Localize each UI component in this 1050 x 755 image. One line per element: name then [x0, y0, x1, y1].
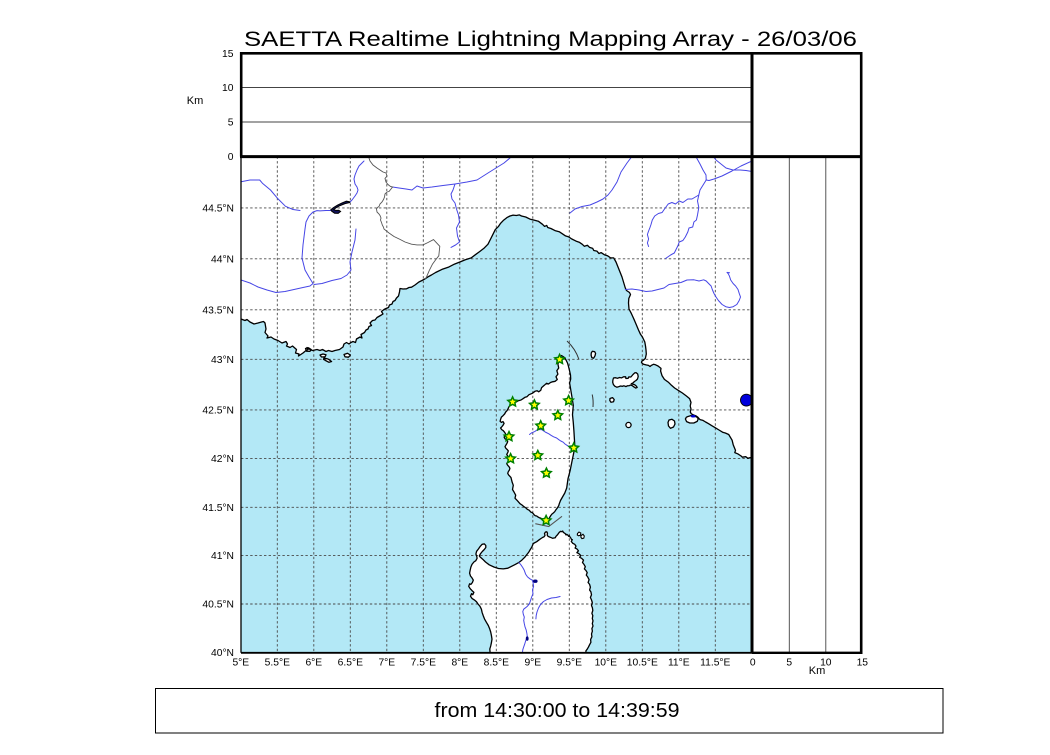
svg-text:10.5°E: 10.5°E	[627, 658, 658, 669]
svg-text:15: 15	[222, 49, 234, 60]
svg-text:15: 15	[857, 658, 869, 669]
svg-text:5°E: 5°E	[232, 658, 249, 669]
svg-text:10: 10	[222, 83, 234, 94]
svg-text:44°N: 44°N	[211, 254, 234, 265]
svg-text:40.5°N: 40.5°N	[202, 600, 234, 611]
svg-text:43.5°N: 43.5°N	[202, 305, 234, 316]
svg-text:10: 10	[820, 658, 832, 669]
svg-text:11.5°E: 11.5°E	[700, 658, 730, 669]
svg-text:0: 0	[228, 152, 234, 163]
svg-text:SAETTA Realtime Lightning Mapp: SAETTA Realtime Lightning Mapping Array …	[244, 28, 857, 51]
svg-text:42°N: 42°N	[211, 454, 234, 465]
svg-text:40°N: 40°N	[211, 648, 234, 659]
svg-text:8.5°E: 8.5°E	[484, 658, 509, 669]
svg-text:10°E: 10°E	[595, 658, 618, 669]
svg-text:0: 0	[750, 658, 756, 669]
svg-text:5: 5	[786, 658, 792, 669]
svg-text:8°E: 8°E	[451, 658, 468, 669]
svg-text:44.5°N: 44.5°N	[202, 203, 234, 214]
svg-text:6°E: 6°E	[305, 658, 322, 669]
svg-text:41.5°N: 41.5°N	[202, 503, 234, 514]
svg-text:5.5°E: 5.5°E	[265, 658, 290, 669]
svg-text:7°E: 7°E	[378, 658, 395, 669]
svg-text:5: 5	[228, 118, 234, 129]
svg-text:Km: Km	[187, 95, 204, 107]
svg-text:9°E: 9°E	[524, 658, 541, 669]
svg-text:42.5°N: 42.5°N	[202, 405, 234, 416]
svg-text:7.5°E: 7.5°E	[411, 658, 436, 669]
svg-text:11°E: 11°E	[668, 658, 690, 669]
svg-text:6.5°E: 6.5°E	[338, 658, 363, 669]
svg-text:from 14:30:00 to 14:39:59: from 14:30:00 to 14:39:59	[435, 700, 680, 722]
svg-text:9.5°E: 9.5°E	[557, 658, 582, 669]
svg-text:43°N: 43°N	[211, 355, 234, 366]
svg-text:Km: Km	[809, 665, 826, 677]
svg-text:41°N: 41°N	[211, 551, 234, 562]
